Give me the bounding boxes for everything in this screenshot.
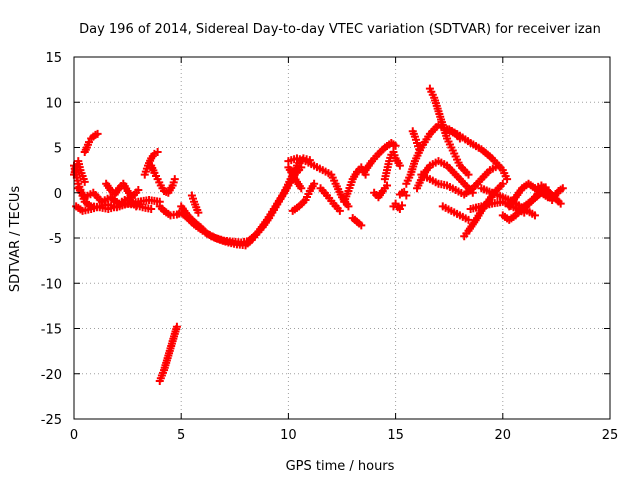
series-arc-22	[370, 181, 392, 202]
x-tick-label: 10	[280, 428, 297, 443]
data-point	[297, 184, 306, 193]
data-points	[70, 84, 567, 385]
data-point	[464, 170, 473, 179]
series-arc-20	[348, 214, 366, 230]
series-arc-16	[288, 179, 319, 215]
x-axis-title: GPS time / hours	[286, 459, 395, 474]
data-point	[335, 206, 344, 215]
y-axis-title: SDTVAR / TECUs	[8, 186, 23, 293]
data-point	[310, 179, 319, 188]
series-arc-21	[361, 138, 400, 175]
x-tick-label: 0	[70, 428, 78, 443]
y-tick-label: 15	[45, 51, 62, 66]
series-arc-40	[520, 183, 550, 214]
grid	[74, 57, 610, 419]
data-point	[80, 177, 89, 186]
series-arc-39	[541, 184, 567, 204]
series-arc-4	[80, 129, 102, 157]
series-arc-28	[425, 84, 473, 179]
data-point	[464, 215, 473, 224]
data-point	[383, 181, 392, 190]
data-point	[402, 191, 411, 200]
series-arc-10	[177, 202, 254, 247]
data-point	[194, 208, 203, 217]
series-arc-11	[187, 191, 203, 217]
axis-ticks: 0 5 10 15 20 25 -25 -20 -15 -10 -5 0 5 10 15	[41, 51, 619, 443]
series-arc-8	[102, 179, 143, 202]
data-point	[395, 161, 404, 170]
data-point	[556, 199, 565, 208]
series-arc-23	[380, 148, 404, 184]
y-tick-label: -25	[41, 413, 62, 428]
series-arc-29	[408, 127, 424, 154]
series-arc-33	[438, 202, 473, 224]
y-tick-label: -10	[41, 277, 62, 292]
x-tick-label: 5	[177, 428, 185, 443]
data-point	[297, 163, 306, 172]
data-point	[558, 184, 567, 193]
data-point	[494, 161, 503, 170]
series-arc-7	[147, 161, 179, 197]
series-arc-30	[445, 125, 512, 184]
y-tick-label: -5	[49, 232, 62, 247]
chart-title: Day 196 of 2014, Sidereal Day-to-day VTE…	[79, 22, 601, 37]
y-tick-label: 0	[54, 187, 62, 202]
data-point	[132, 202, 141, 211]
series-arc-31	[417, 161, 503, 199]
series-arc-12	[155, 322, 181, 385]
data-point	[415, 145, 424, 154]
data-point	[391, 141, 400, 150]
series-arc-17	[284, 163, 306, 193]
data-point	[503, 175, 512, 184]
data-point	[498, 179, 507, 188]
series-arc-24	[389, 199, 407, 214]
data-point	[344, 202, 353, 211]
data-point	[134, 186, 143, 195]
series-arc-18	[316, 184, 344, 215]
y-tick-label: 10	[45, 96, 62, 111]
y-tick-label: 5	[54, 142, 62, 157]
y-tick-label: -20	[41, 368, 62, 383]
data-point	[172, 322, 181, 331]
data-point	[541, 183, 550, 192]
data-point	[153, 148, 162, 157]
series-arc-3	[74, 184, 141, 211]
y-tick-label: -15	[41, 323, 62, 338]
data-point	[170, 175, 179, 184]
x-tick-label: 20	[495, 428, 512, 443]
data-point	[530, 211, 539, 220]
data-point	[398, 201, 407, 210]
x-tick-label: 25	[602, 428, 619, 443]
x-tick-label: 15	[387, 428, 404, 443]
data-point	[147, 205, 156, 214]
data-point	[93, 129, 102, 138]
data-point	[357, 221, 366, 230]
series-arc-25	[395, 187, 411, 200]
